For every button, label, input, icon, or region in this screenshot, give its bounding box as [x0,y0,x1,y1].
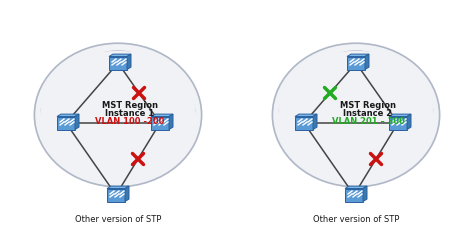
Ellipse shape [47,113,83,146]
Polygon shape [109,54,131,56]
Polygon shape [57,114,79,116]
Ellipse shape [394,93,433,129]
Polygon shape [295,114,317,116]
Polygon shape [345,186,367,188]
Polygon shape [125,186,129,202]
Polygon shape [151,116,169,129]
Polygon shape [347,56,365,69]
Polygon shape [313,114,317,129]
Polygon shape [107,186,129,188]
Text: MST Region: MST Region [102,100,158,109]
Polygon shape [363,186,367,202]
Ellipse shape [41,93,80,129]
Ellipse shape [41,51,195,178]
Ellipse shape [124,70,173,111]
Ellipse shape [273,43,439,187]
Text: Other version of STP: Other version of STP [75,215,161,224]
Ellipse shape [81,51,155,100]
Polygon shape [345,188,363,202]
Text: VLAN 201 – 300: VLAN 201 – 300 [331,118,404,127]
Text: VLAN 100 -200: VLAN 100 -200 [95,118,164,127]
Polygon shape [75,114,79,129]
Ellipse shape [279,51,433,178]
Polygon shape [389,114,411,116]
Text: MST Region: MST Region [340,100,396,109]
Ellipse shape [153,113,188,146]
Ellipse shape [280,93,318,129]
Ellipse shape [63,70,112,111]
Polygon shape [151,114,173,116]
Polygon shape [389,116,407,129]
Polygon shape [347,54,369,56]
Text: Instance 1: Instance 1 [105,109,155,118]
Text: Instance 2: Instance 2 [344,109,392,118]
Ellipse shape [286,113,321,146]
Ellipse shape [156,93,194,129]
Ellipse shape [301,70,350,111]
Polygon shape [127,54,131,69]
Ellipse shape [391,113,427,146]
Polygon shape [109,56,127,69]
Polygon shape [407,114,411,129]
Polygon shape [295,116,313,129]
Polygon shape [169,114,173,129]
Ellipse shape [319,51,393,100]
Polygon shape [365,54,369,69]
Ellipse shape [362,70,411,111]
Ellipse shape [35,43,201,187]
Polygon shape [107,188,125,202]
Text: Other version of STP: Other version of STP [313,215,399,224]
Polygon shape [57,116,75,129]
